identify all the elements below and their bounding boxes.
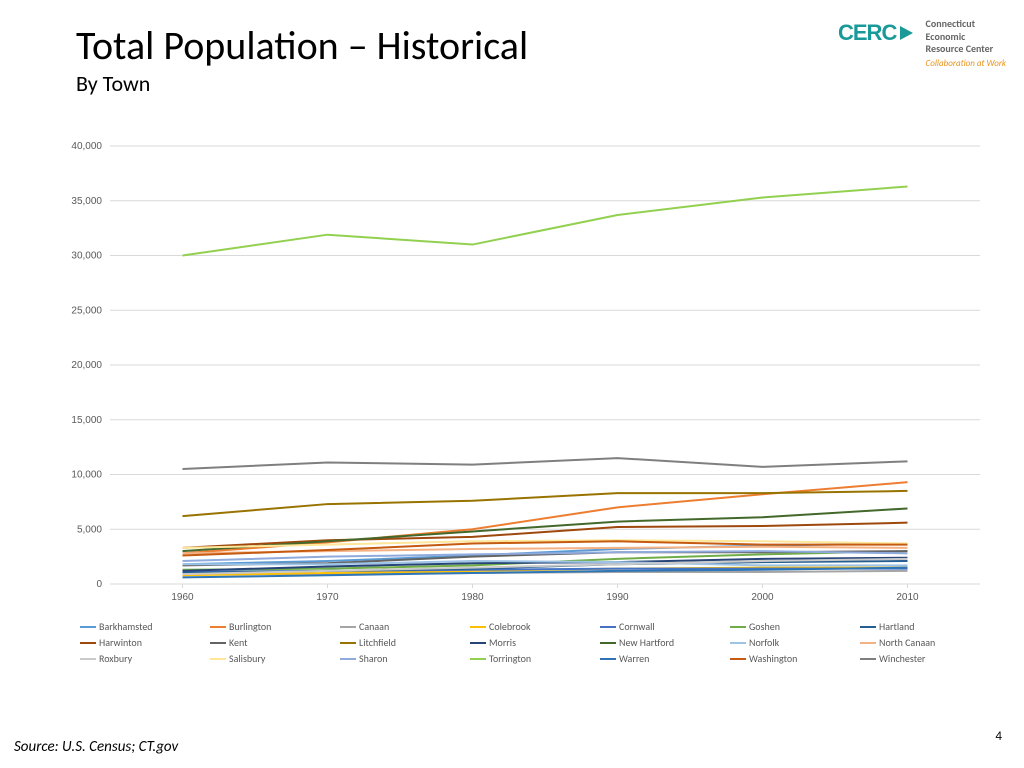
legend-label: Sharon [359,652,388,665]
legend-label: Washington [749,652,797,665]
legend-item: Colebrook [470,620,600,633]
legend-swatch [470,658,486,660]
legend-swatch [470,626,486,628]
legend-label: Torrington [489,652,531,665]
legend-label: Morris [489,636,516,649]
legend-swatch [80,658,96,660]
legend-swatch [600,626,616,628]
legend-swatch [860,626,876,628]
svg-text:35,000: 35,000 [71,196,102,207]
legend-swatch [730,658,746,660]
legend-item: Roxbury [80,652,210,665]
legend-label: Warren [619,652,649,665]
logo-line3: Resource Center [926,43,1006,56]
legend-label: Burlington [229,620,271,633]
legend-label: Roxbury [99,652,132,665]
legend-label: North Canaan [879,636,935,649]
chart-legend: Barkhamsted Burlington Canaan Colebrook Corn… [80,620,990,665]
logo-line1: Connecticut [926,18,1006,31]
svg-text:30,000: 30,000 [71,251,102,262]
legend-item: Salisbury [210,652,340,665]
legend-swatch [860,642,876,644]
legend-swatch [600,658,616,660]
legend-swatch [210,642,226,644]
legend-item: North Canaan [860,636,990,649]
legend-item: Goshen [730,620,860,633]
line-chart: 0 5,000 10,000 15,000 20,000 25,000 30,000 35,0… [60,140,990,610]
svg-text:25,000: 25,000 [71,305,102,316]
logo-tagline: Collaboration at Work [926,58,1006,69]
legend-label: Barkhamsted [99,620,153,633]
svg-text:10,000: 10,000 [71,470,102,481]
legend-swatch [860,658,876,660]
legend-item: Barkhamsted [80,620,210,633]
legend-label: Salisbury [229,652,265,665]
svg-text:40,000: 40,000 [71,141,102,152]
svg-text:1990: 1990 [606,592,629,603]
legend-swatch [210,626,226,628]
svg-text:1960: 1960 [171,592,194,603]
legend-item: Canaan [340,620,470,633]
legend-swatch [730,642,746,644]
legend-item: Torrington [470,652,600,665]
legend-label: Kent [229,636,248,649]
svg-text:CERC: CERC [838,20,897,45]
legend-item: Harwinton [80,636,210,649]
legend-item: Burlington [210,620,340,633]
svg-text:1980: 1980 [461,592,484,603]
legend-swatch [340,658,356,660]
legend-item: Litchfield [340,636,470,649]
legend-label: Goshen [749,620,780,633]
legend-swatch [600,642,616,644]
svg-text:15,000: 15,000 [71,415,102,426]
legend-label: Harwinton [99,636,142,649]
svg-text:1970: 1970 [316,592,339,603]
legend-label: Colebrook [489,620,531,633]
legend-item: Norfolk [730,636,860,649]
legend-swatch [210,658,226,660]
legend-swatch [340,626,356,628]
svg-text:2000: 2000 [751,592,774,603]
legend-item: Sharon [340,652,470,665]
legend-label: Canaan [359,620,389,633]
svg-text:5,000: 5,000 [77,524,102,535]
slide-header: Total Population – Historical By Town [76,24,528,97]
svg-text:20,000: 20,000 [71,360,102,371]
svg-text:0: 0 [96,579,102,590]
legend-item: Winchester [860,652,990,665]
svg-text:2010: 2010 [896,592,919,603]
legend-label: Cornwall [619,620,655,633]
legend-label: Litchfield [359,636,396,649]
legend-label: New Hartford [619,636,674,649]
legend-swatch [340,642,356,644]
subtitle: By Town [76,70,528,97]
legend-item: Washington [730,652,860,665]
legend-item: New Hartford [600,636,730,649]
legend-label: Winchester [879,652,925,665]
legend-item: Cornwall [600,620,730,633]
legend-item: Hartland [860,620,990,633]
legend-item: Morris [470,636,600,649]
legend-item: Warren [600,652,730,665]
legend-item: Kent [210,636,340,649]
legend-swatch [80,642,96,644]
cerc-logo-mark: CERC [838,18,918,48]
main-title: Total Population – Historical [76,24,528,68]
legend-swatch [730,626,746,628]
source-citation: Source: U.S. Census; CT.gov [14,738,178,756]
legend-swatch [80,626,96,628]
legend-label: Norfolk [749,636,779,649]
cerc-logo-text: Connecticut Economic Resource Center Col… [926,18,1006,69]
cerc-logo: CERC Connecticut Economic Resource Cente… [838,18,1006,69]
legend-label: Hartland [879,620,914,633]
page-number: 4 [995,729,1002,744]
legend-swatch [470,642,486,644]
